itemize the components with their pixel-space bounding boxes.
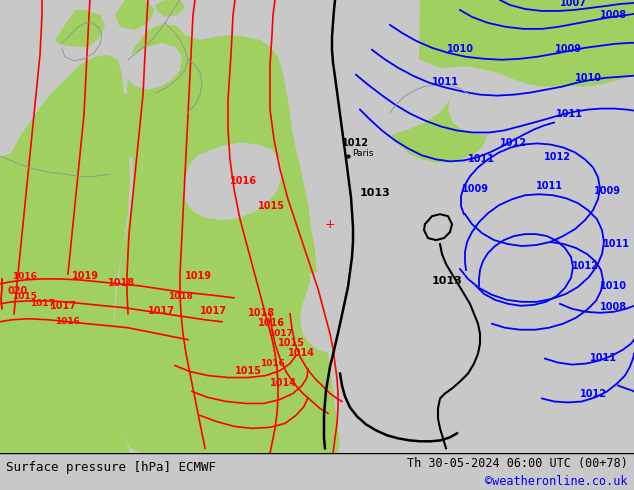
Text: Th 30-05-2024 06:00 UTC (00+78): Th 30-05-2024 06:00 UTC (00+78) — [407, 457, 628, 470]
Text: 1019: 1019 — [72, 271, 99, 281]
Polygon shape — [448, 70, 525, 134]
Polygon shape — [128, 30, 175, 73]
Text: 1011: 1011 — [468, 154, 495, 164]
Polygon shape — [0, 55, 130, 453]
Text: 1015: 1015 — [235, 366, 262, 375]
Polygon shape — [183, 143, 282, 220]
Polygon shape — [334, 0, 420, 65]
Text: 020: 020 — [8, 286, 29, 296]
Text: 1015: 1015 — [258, 201, 285, 211]
Polygon shape — [155, 0, 185, 17]
Polygon shape — [328, 60, 455, 137]
Text: 1015: 1015 — [12, 292, 37, 301]
Text: 1016: 1016 — [260, 359, 285, 368]
Text: 1011: 1011 — [432, 76, 459, 87]
Text: 1011: 1011 — [556, 109, 583, 119]
Text: 1013: 1013 — [360, 188, 391, 198]
Text: 1010: 1010 — [575, 73, 602, 83]
Text: 1009: 1009 — [594, 186, 621, 196]
Text: 1015: 1015 — [278, 338, 305, 348]
Text: 1010: 1010 — [447, 44, 474, 54]
Text: 1014: 1014 — [288, 347, 315, 358]
Text: 1013: 1013 — [432, 276, 463, 286]
Text: 1011: 1011 — [603, 239, 630, 249]
Polygon shape — [126, 43, 182, 90]
Text: 1019: 1019 — [185, 271, 212, 281]
Text: 1008: 1008 — [600, 10, 627, 20]
Polygon shape — [0, 99, 130, 304]
Polygon shape — [512, 152, 634, 453]
Text: 1016: 1016 — [230, 176, 257, 186]
Polygon shape — [115, 0, 155, 30]
Text: 1012: 1012 — [342, 139, 369, 148]
Text: 1008: 1008 — [600, 302, 627, 312]
Text: 1017: 1017 — [200, 306, 227, 316]
Text: 1018: 1018 — [168, 292, 193, 301]
Polygon shape — [55, 10, 105, 47]
Text: 1012: 1012 — [580, 390, 607, 399]
Polygon shape — [92, 93, 290, 159]
Text: 1017: 1017 — [268, 329, 293, 338]
Text: 1010: 1010 — [600, 281, 627, 291]
Text: Surface pressure [hPa] ECMWF: Surface pressure [hPa] ECMWF — [6, 461, 216, 474]
Polygon shape — [535, 0, 634, 87]
Text: 1016: 1016 — [55, 317, 80, 326]
Text: 1009: 1009 — [555, 44, 582, 54]
Text: 1017: 1017 — [50, 301, 77, 311]
Text: 1007: 1007 — [560, 0, 587, 8]
Text: 1011: 1011 — [590, 353, 617, 363]
Text: 1017: 1017 — [148, 306, 175, 316]
Polygon shape — [114, 25, 340, 453]
Polygon shape — [300, 269, 392, 354]
Text: 1017: 1017 — [30, 299, 55, 308]
Text: 1011: 1011 — [536, 181, 563, 191]
Polygon shape — [388, 0, 634, 162]
Text: 1018: 1018 — [108, 278, 135, 288]
Polygon shape — [0, 324, 125, 453]
Text: Paris: Paris — [352, 149, 373, 158]
Text: ©weatheronline.co.uk: ©weatheronline.co.uk — [485, 475, 628, 489]
Text: +: + — [325, 218, 335, 231]
Text: 1012: 1012 — [544, 152, 571, 162]
Text: 1012: 1012 — [500, 139, 527, 148]
Text: 1012: 1012 — [572, 261, 599, 271]
Text: 1014: 1014 — [270, 377, 297, 388]
Text: 1018: 1018 — [248, 308, 275, 318]
Text: 1009: 1009 — [462, 184, 489, 194]
Text: 1016: 1016 — [258, 318, 285, 328]
Text: 1016: 1016 — [12, 272, 37, 281]
